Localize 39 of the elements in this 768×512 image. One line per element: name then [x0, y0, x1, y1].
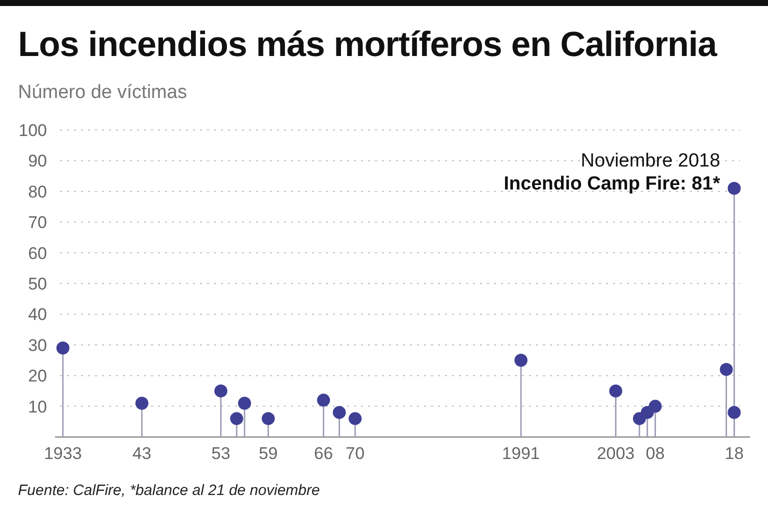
- y-tick-label: 60: [28, 244, 47, 263]
- point: [728, 406, 741, 419]
- y-axis-title: Número de víctimas: [18, 82, 187, 103]
- y-tick-label: 20: [28, 366, 47, 386]
- x-tick-label: 43: [132, 444, 152, 463]
- point: [728, 182, 741, 195]
- y-tick-label: 40: [28, 305, 47, 324]
- point: [514, 354, 528, 367]
- x-tick-label: 2003: [596, 444, 635, 463]
- x-tick-label: 66: [314, 444, 333, 463]
- x-tick-label: 70: [346, 444, 365, 463]
- chart-title: Los incendios más mortíferos en California: [18, 25, 718, 64]
- y-tick-label: 100: [18, 120, 47, 140]
- point: [609, 384, 622, 398]
- point: [317, 394, 330, 407]
- point: [720, 362, 733, 376]
- point: [238, 396, 252, 410]
- point: [214, 384, 228, 398]
- x-tick-label: 08: [646, 444, 665, 463]
- point: [230, 412, 244, 426]
- point: [262, 412, 275, 426]
- source-note: Fuente: CalFire, *balance al 21 de noviembre: [18, 482, 320, 499]
- x-tick-label: 59: [258, 444, 278, 463]
- x-tick-label: 18: [724, 444, 744, 463]
- y-tick-label: 50: [28, 274, 47, 294]
- point: [332, 406, 346, 419]
- y-tick-label: 30: [28, 336, 47, 355]
- point: [135, 396, 148, 410]
- annotation: Noviembre 2018 Incendio Camp Fire: 81*: [504, 150, 721, 194]
- y-tick-label: 80: [28, 182, 47, 202]
- y-tick-label: 70: [28, 213, 47, 232]
- point: [56, 341, 70, 354]
- y-tick-label: 90: [28, 152, 47, 171]
- x-tick-label: 53: [211, 444, 230, 463]
- x-tick-label: 1991: [502, 444, 540, 463]
- point: [648, 400, 662, 413]
- y-tick-label: 10: [28, 397, 47, 416]
- point: [348, 412, 362, 426]
- x-tick-label: 1933: [44, 444, 82, 463]
